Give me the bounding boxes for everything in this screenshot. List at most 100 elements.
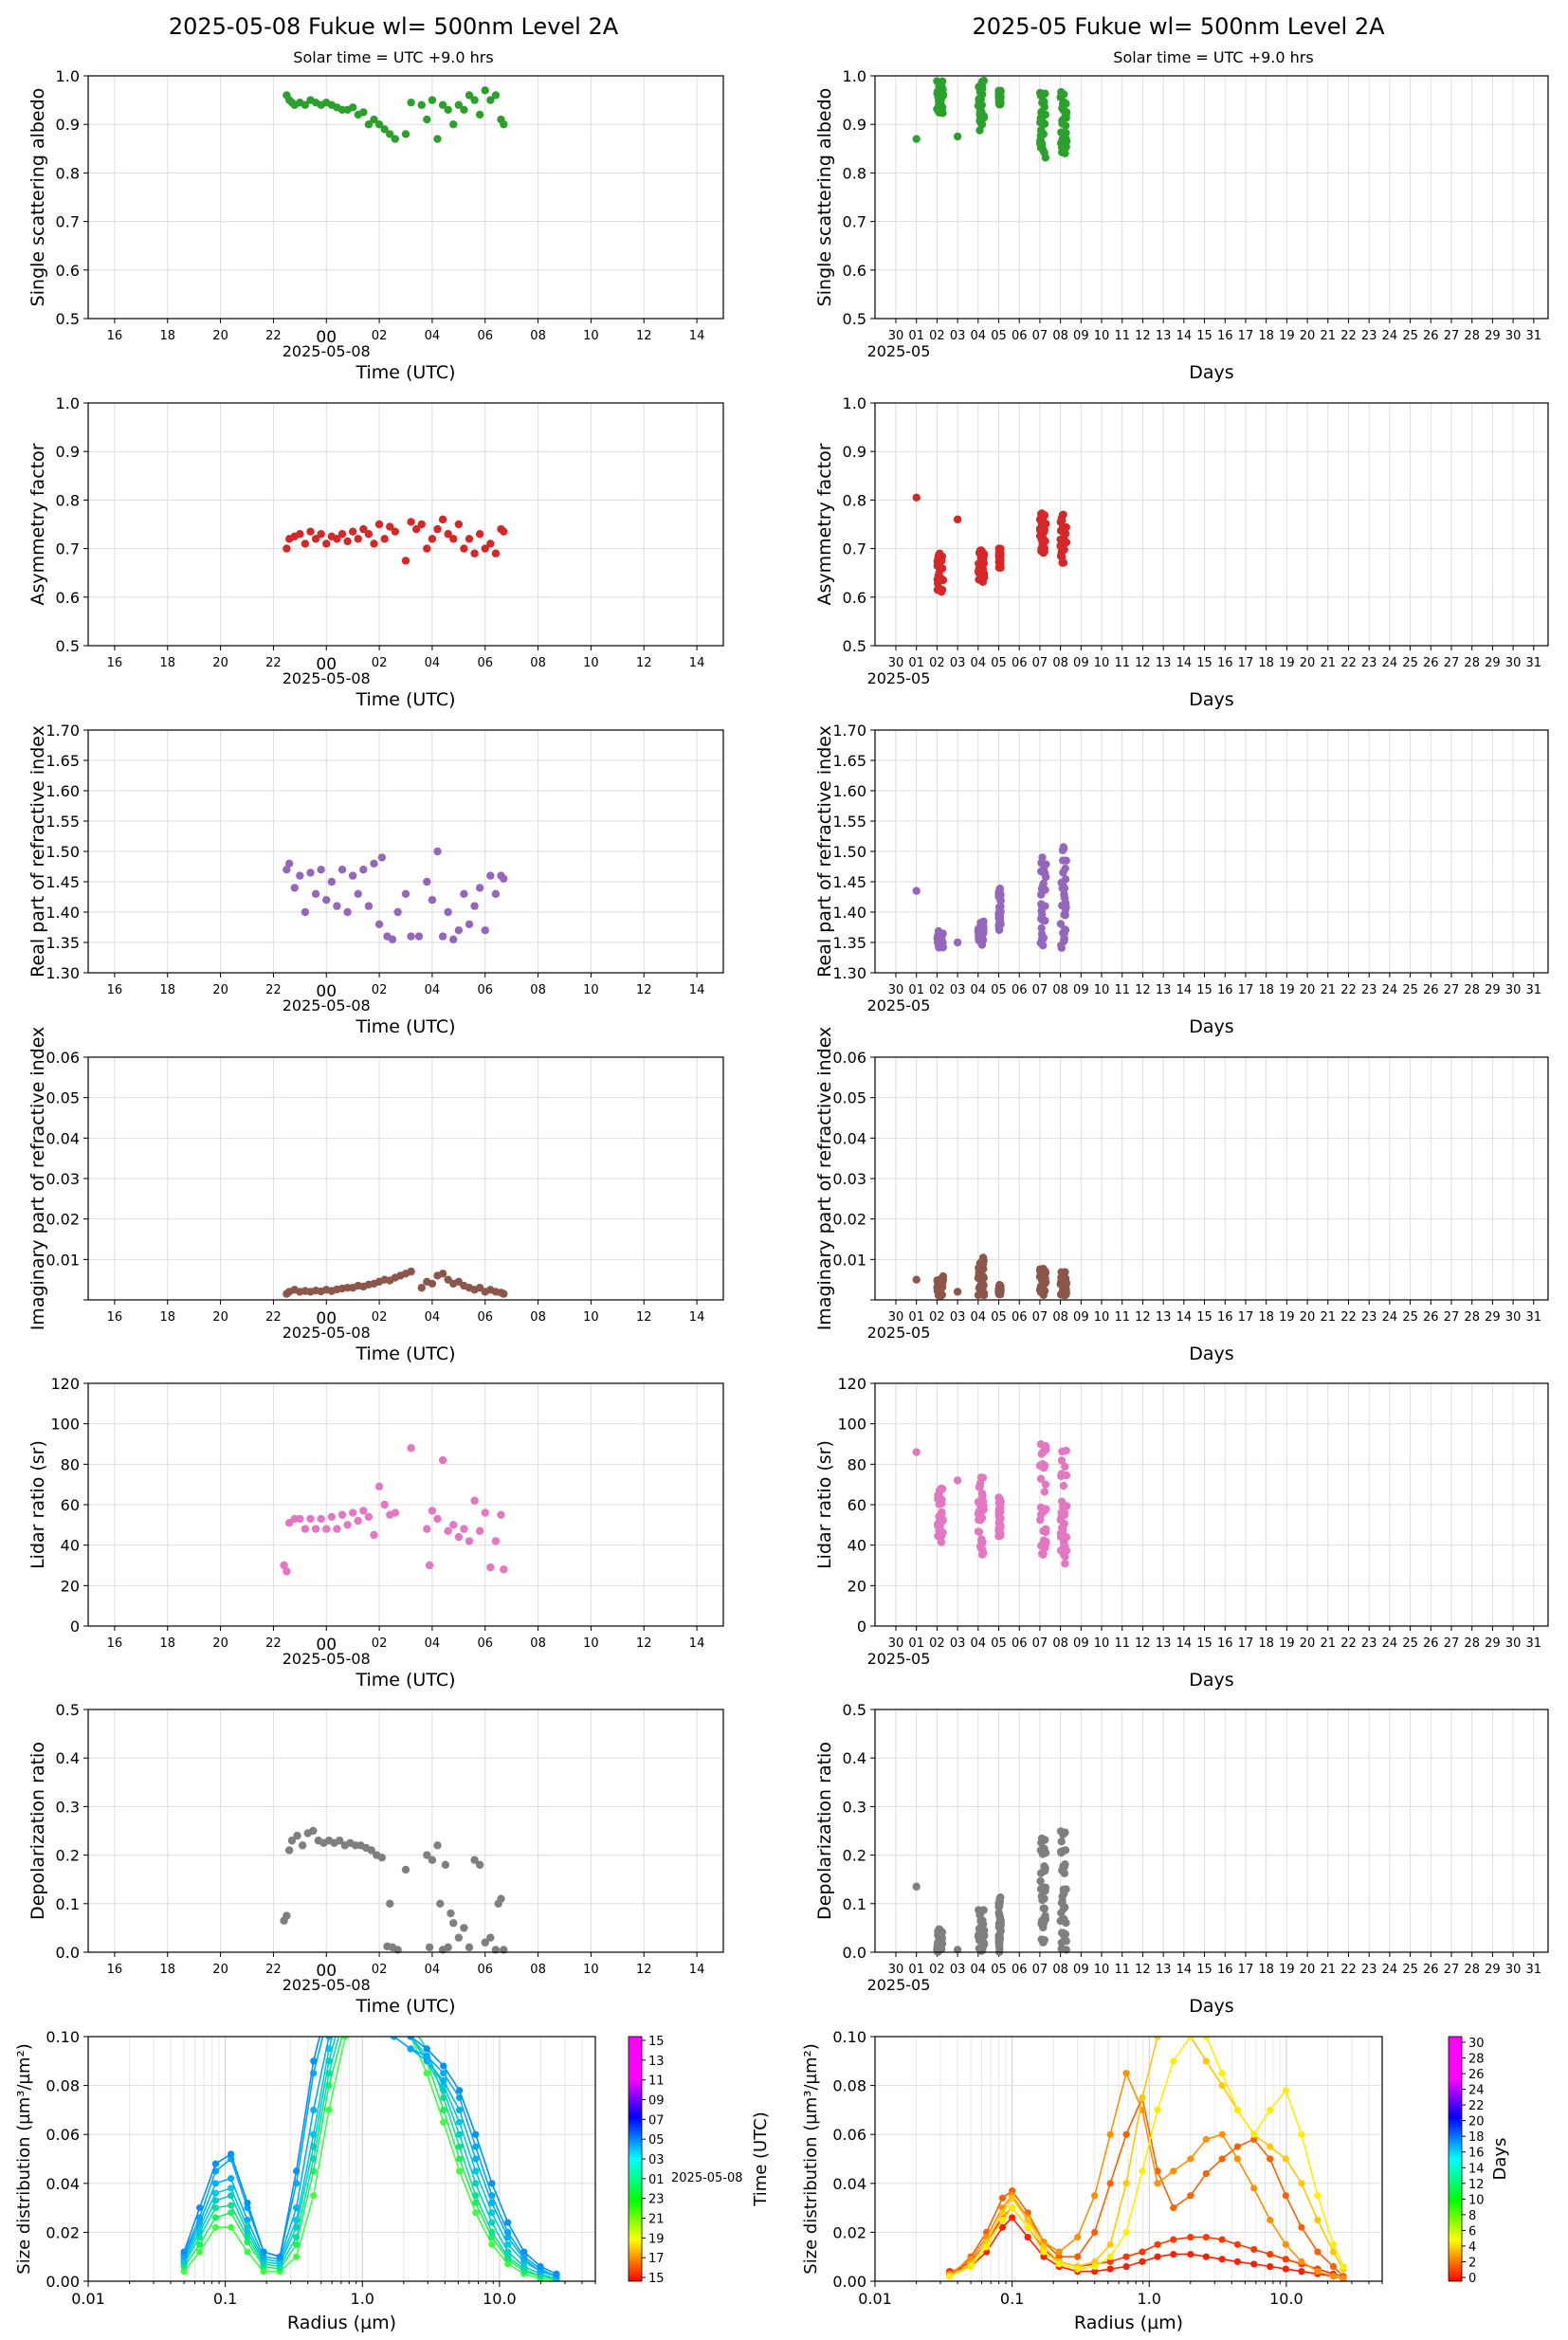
x-tick-label: 27	[1444, 1636, 1460, 1651]
data-point	[423, 115, 431, 124]
series-point	[1267, 2216, 1274, 2224]
x-tick-label: 16	[1217, 1636, 1233, 1651]
data-point	[386, 522, 394, 531]
x-tick-label: 04	[425, 1310, 441, 1325]
x-tick-label: 30	[1505, 1636, 1522, 1651]
data-point	[953, 1288, 962, 1296]
series-line	[949, 2037, 1344, 2277]
x-tick-label: 02	[372, 1636, 388, 1651]
data-point	[1062, 1446, 1070, 1455]
axes-frame	[874, 1709, 1549, 1953]
data-point	[374, 520, 384, 529]
y-tick-label: 20	[61, 1577, 80, 1595]
data-point	[994, 909, 1003, 918]
x-tick-label: 12	[636, 1963, 652, 1977]
data-point	[322, 1525, 331, 1533]
data-point	[975, 126, 984, 135]
data-point	[1040, 1488, 1049, 1496]
series-point	[260, 2268, 267, 2276]
data-point	[979, 552, 988, 560]
data-point	[1062, 522, 1070, 532]
x-tick-label: 01	[908, 329, 924, 343]
x-axis-label: Time (UTC)	[355, 1996, 455, 2017]
data-point	[391, 135, 400, 143]
x-tick-label: 07	[1032, 1310, 1048, 1325]
x-tick-label: 04	[425, 329, 441, 343]
data-point	[280, 1561, 288, 1570]
y-tick-label: 0.04	[832, 1129, 866, 1147]
series-point	[472, 2209, 480, 2217]
x-tick-label: 06	[1012, 1963, 1028, 1977]
series-point	[520, 2248, 528, 2256]
data-point	[1041, 916, 1049, 925]
x-tick-label: 31	[1526, 656, 1542, 670]
x-tick-label: 07	[1032, 1636, 1048, 1651]
data-point	[348, 871, 357, 880]
series-point	[211, 2197, 220, 2204]
x-tick-label: 16	[1217, 329, 1233, 343]
x-tick-label: 24	[1382, 1963, 1398, 1977]
x-tick-label: 15	[1196, 1963, 1212, 1977]
x-tick-label: 04	[971, 656, 987, 670]
data-point	[1036, 1474, 1046, 1483]
x-tick-label: 17	[1238, 1963, 1254, 1977]
x-tick-label: 24	[1382, 1310, 1398, 1325]
series-point	[423, 2070, 430, 2077]
x-tick-label: 24	[1382, 329, 1398, 343]
points	[912, 1440, 1071, 1568]
data-point	[1040, 119, 1049, 128]
y-axis-label: Size distribution (µm³/µm²)	[801, 2043, 821, 2274]
x-tick-label: 16	[107, 1636, 123, 1651]
y-tick-label: 0.05	[46, 1089, 80, 1107]
series-point	[1154, 2253, 1161, 2260]
x-tick-label: 21	[1320, 1636, 1336, 1651]
x-tick-label: 06	[1012, 983, 1028, 997]
x-tick-label: 08	[530, 983, 546, 997]
y-tick-label: 100	[50, 1416, 80, 1434]
data-point	[976, 1289, 985, 1299]
x-tick-label: 31	[1526, 983, 1542, 997]
series-point	[211, 2189, 220, 2197]
data-point	[465, 1943, 474, 1952]
y-tick-label: 1.0	[843, 394, 866, 412]
x-tick-label: 01	[908, 983, 924, 997]
data-point	[322, 896, 331, 905]
series-point	[1024, 2216, 1031, 2224]
data-point	[343, 907, 352, 917]
x-tick-label: 25	[1402, 1310, 1418, 1325]
data-point	[491, 91, 501, 100]
x-tick-label: 22	[1340, 1636, 1357, 1651]
x-tick-label: 03	[950, 329, 966, 343]
data-point	[301, 539, 310, 548]
series-point	[1298, 2130, 1305, 2138]
y-tick-label: 0.04	[832, 2175, 866, 2193]
x-tick-label: 14	[1176, 656, 1193, 670]
series-point	[228, 2185, 235, 2192]
series-point	[1202, 2057, 1210, 2065]
colorbar-daily-bar	[628, 2036, 643, 2282]
y-tick-label: 0.2	[843, 1847, 866, 1865]
data-point	[500, 1565, 508, 1574]
data-point	[1061, 1559, 1069, 1568]
series-point	[488, 2192, 496, 2200]
data-point	[974, 1273, 983, 1283]
series-point	[228, 2223, 235, 2231]
data-point	[454, 101, 464, 109]
x-tick-label: 00	[316, 1636, 337, 1654]
data-point	[364, 120, 374, 129]
y-tick-label: 0.3	[56, 1798, 80, 1816]
colorbar-tick-label: 0	[1468, 2272, 1476, 2286]
colorbar-tick-label: 6	[1468, 2224, 1476, 2239]
x-tick-label: 22	[265, 983, 282, 997]
data-point	[317, 530, 325, 539]
data-point	[311, 889, 320, 898]
x-tick-label: 30	[888, 656, 904, 670]
data-point	[939, 1485, 947, 1493]
colorbar-tick-label: 26	[1468, 2068, 1485, 2082]
data-point	[407, 518, 415, 526]
x-tick-label: 18	[159, 1636, 175, 1651]
axes-frame	[874, 1056, 1549, 1301]
x-tick-label: 27	[1444, 1310, 1460, 1325]
y-tick-label: 0.3	[843, 1798, 866, 1816]
x-tick-label: 30	[888, 329, 904, 343]
